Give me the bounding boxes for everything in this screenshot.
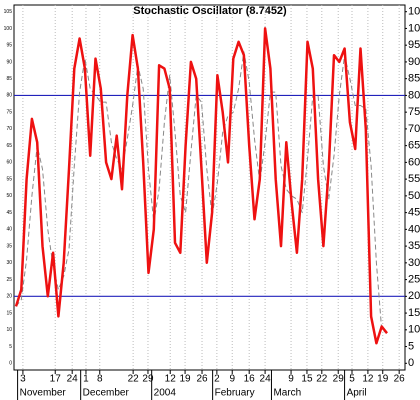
x-tick-label: 17 (50, 374, 62, 385)
y-tick-label-left: 50 (6, 193, 12, 199)
y-tick-label: 35 (408, 240, 420, 252)
month-label: March (273, 388, 301, 399)
y-tick-label-left: 5 (9, 344, 12, 350)
x-tick-label: 26 (394, 374, 406, 385)
x-tick-label: 12 (165, 374, 177, 385)
y-tick-label-left: 80 (6, 93, 12, 99)
y-tick-label: 20 (408, 290, 420, 302)
series-line (15, 51, 388, 334)
x-tick-label: 29 (142, 374, 154, 385)
y-tick-label-left: 70 (6, 126, 12, 132)
x-tick-label: 3 (20, 374, 26, 385)
y-tick-label: 55 (408, 173, 420, 185)
x-tick-label: 22 (128, 374, 140, 385)
y-tick-label: 15 (408, 307, 420, 319)
x-tick-label: 15 (301, 374, 313, 385)
y-tick-label: 10 (408, 324, 420, 336)
x-tick-label: 2 (214, 374, 220, 385)
x-tick-label: 19 (377, 374, 389, 385)
y-tick-label-left: 100 (4, 26, 13, 32)
y-tick-label-left: 105 (4, 9, 13, 15)
y-tick-label: 105 (408, 6, 420, 18)
y-tick-label: 30 (408, 257, 420, 269)
y-tick-label: 5 (408, 340, 414, 352)
y-tick-label: 95 (408, 39, 420, 51)
y-tick-label-left: 85 (6, 76, 12, 82)
x-tick-label: 9 (229, 374, 235, 385)
y-tick-label-left: 90 (6, 59, 12, 65)
x-tick-label: 1 (83, 374, 89, 385)
y-tick-label-left: 75 (6, 109, 12, 115)
y-tick-label: 80 (408, 89, 420, 101)
y-tick-label-left: 25 (6, 277, 12, 283)
month-label: December (83, 388, 130, 399)
y-tick-label-left: 95 (6, 43, 12, 49)
month-label: February (215, 388, 255, 399)
y-tick-label: 45 (408, 207, 420, 219)
y-tick-label-left: 35 (6, 243, 12, 249)
y-tick-label-left: 55 (6, 176, 12, 182)
y-tick-label: 85 (408, 73, 420, 85)
x-tick-label: 9 (288, 374, 294, 385)
y-tick-label-left: 45 (6, 210, 12, 216)
x-tick-label: 19 (180, 374, 192, 385)
plot-frame (13, 4, 406, 371)
series-line (14, 27, 388, 345)
x-tick-label: 24 (67, 374, 79, 385)
y-tick-label-left: 0 (9, 361, 12, 367)
chart-title: Stochastic Oscillator (8.7452) (133, 5, 287, 17)
y-tick-label: 100 (408, 22, 420, 34)
y-tick-label-left: 15 (6, 310, 12, 316)
y-tick-label-left: 30 (6, 260, 12, 266)
x-tick-label: 26 (196, 374, 208, 385)
month-label: April (347, 388, 367, 399)
x-tick-label: 8 (97, 374, 103, 385)
x-tick-label: 29 (333, 374, 345, 385)
y-tick-label: 40 (408, 223, 420, 235)
month-label: November (20, 388, 67, 399)
y-tick-label: 70 (408, 123, 420, 135)
x-tick-label: 12 (362, 374, 374, 385)
y-tick-label: 0 (408, 357, 414, 369)
y-tick-label-left: 20 (6, 294, 12, 300)
x-tick-label: 24 (260, 374, 272, 385)
y-tick-label-left: 40 (6, 227, 12, 233)
y-tick-label: 50 (408, 190, 420, 202)
y-tick-label: 75 (408, 106, 420, 118)
x-tick-label: 5 (349, 374, 355, 385)
y-tick-label: 25 (408, 273, 420, 285)
y-tick-label: 90 (408, 56, 420, 68)
y-tick-label-left: 60 (6, 160, 12, 166)
y-tick-label-left: 65 (6, 143, 12, 149)
x-tick-label: 22 (316, 374, 328, 385)
month-label: 2004 (154, 388, 177, 399)
y-tick-label-left: 10 (6, 327, 12, 333)
y-tick-label: 60 (408, 156, 420, 168)
x-tick-label: 16 (244, 374, 256, 385)
y-tick-label: 65 (408, 140, 420, 152)
